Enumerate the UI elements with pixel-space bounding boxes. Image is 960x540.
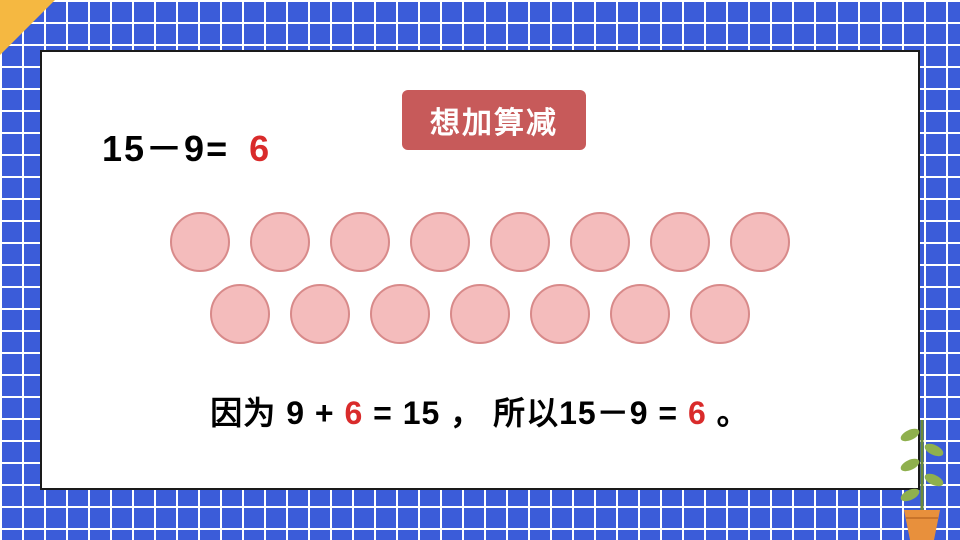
counter-circle	[330, 212, 390, 272]
counter-circle	[570, 212, 630, 272]
counter-circle	[370, 284, 430, 344]
circle-area	[42, 212, 918, 344]
counter-circle	[450, 284, 510, 344]
circle-row-1	[170, 212, 790, 272]
counter-circle	[250, 212, 310, 272]
counter-circle	[490, 212, 550, 272]
counter-circle	[610, 284, 670, 344]
content-canvas: 想加算减 15－9= 6 因为 9 + 6 = 15 ， 所以15－9 = 6 …	[40, 50, 920, 490]
circle-row-2	[210, 284, 750, 344]
counter-circle	[170, 212, 230, 272]
method-badge: 想加算减	[402, 90, 586, 150]
explanation-highlight2: 6	[688, 395, 707, 431]
plant-decoration	[892, 410, 952, 540]
corner-triangle-decoration	[0, 0, 55, 55]
counter-circle	[730, 212, 790, 272]
explanation-highlight1: 6	[344, 395, 363, 431]
explanation-part1: 因为 9 +	[210, 395, 344, 431]
equation-lhs: 15－9=	[102, 128, 229, 169]
explanation-text: 因为 9 + 6 = 15 ， 所以15－9 = 6 。	[42, 388, 918, 434]
equation-result: 6	[249, 128, 271, 169]
method-badge-text: 想加算减	[430, 107, 558, 140]
counter-circle	[690, 284, 750, 344]
explanation-part3: 。	[707, 395, 750, 431]
explanation-part2: = 15 ， 所以15－9 =	[363, 395, 688, 431]
counter-circle	[650, 212, 710, 272]
counter-circle	[290, 284, 350, 344]
main-equation: 15－9= 6	[102, 120, 271, 172]
counter-circle	[410, 212, 470, 272]
counter-circle	[210, 284, 270, 344]
counter-circle	[530, 284, 590, 344]
